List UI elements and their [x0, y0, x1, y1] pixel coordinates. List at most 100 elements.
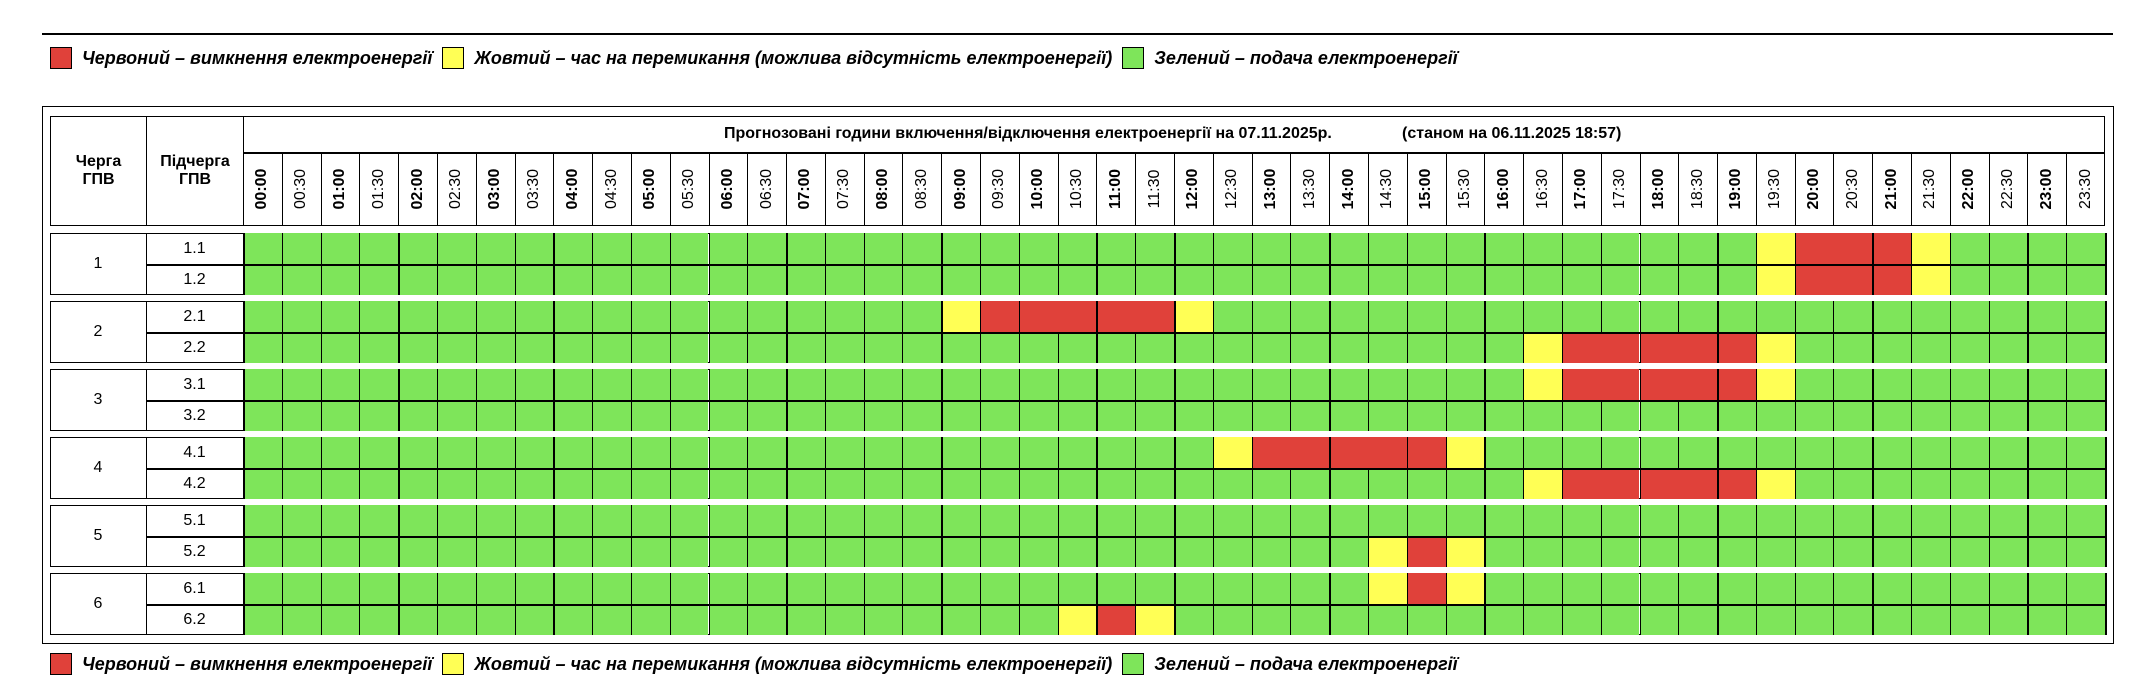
- slot-cell-on: [2027, 505, 2067, 536]
- half-hour-divider: [1600, 437, 1602, 468]
- slot-cell-on: [1329, 332, 1368, 363]
- hour-divider: [630, 573, 633, 635]
- slot-cell-on: [475, 369, 515, 400]
- slot-cell-on: [2027, 536, 2067, 567]
- half-hour-divider: [592, 505, 594, 536]
- queue-header-cell: [50, 116, 147, 226]
- time-label: 19:30: [1766, 168, 1784, 210]
- time-col-divider: [281, 152, 283, 226]
- slot-cell-on: [1949, 505, 1989, 536]
- legend-top: Червоний – вимкнення електроенергії Жовт…: [50, 46, 1468, 70]
- slot-cell-on: [1561, 301, 1601, 332]
- slot-cell-on: [2066, 604, 2105, 635]
- queue-label: 1: [50, 233, 147, 295]
- half-hour-divider: [1833, 332, 1835, 363]
- half-hour-divider: [1212, 400, 1214, 431]
- time-col-divider: [708, 152, 710, 226]
- slot-cell-on: [243, 573, 282, 604]
- half-hour-divider: [1988, 264, 1990, 295]
- slot-cell-on: [824, 264, 864, 295]
- slot-cell-on: [1988, 332, 2028, 363]
- slot-cell-on: [1367, 332, 1407, 363]
- slot-cell-on: [1678, 505, 1718, 536]
- half-hour-divider: [436, 468, 438, 499]
- hour-divider: [1174, 505, 1176, 567]
- hour-divider: [1484, 301, 1486, 363]
- half-hour-divider: [980, 505, 982, 536]
- time-label: 20:30: [1843, 168, 1861, 210]
- hour-divider: [1639, 233, 1641, 295]
- hour-divider: [708, 505, 710, 567]
- hour-divider: [1329, 437, 1331, 499]
- slot-cell-on: [553, 573, 593, 604]
- half-hour-divider: [1833, 468, 1835, 499]
- half-hour-divider: [1523, 505, 1525, 536]
- half-hour-divider: [1678, 301, 1680, 332]
- slot-cell-on: [630, 573, 670, 604]
- slot-cell-on: [1600, 264, 1640, 295]
- slot-cell-on: [1290, 369, 1330, 400]
- time-label: 06:00: [718, 168, 736, 210]
- hour-divider: [1174, 437, 1176, 499]
- slot-cell-on: [1561, 233, 1601, 264]
- slot-cell-on: [1018, 573, 1058, 604]
- legend-red: Червоний – вимкнення електроенергії: [50, 47, 432, 69]
- half-hour-divider: [980, 332, 982, 363]
- time-label: 18:30: [1688, 168, 1706, 210]
- half-hour-divider: [592, 332, 594, 363]
- time-col-divider: [2066, 152, 2068, 226]
- half-hour-divider: [824, 369, 826, 400]
- slot-cell-outage: [1367, 437, 1407, 468]
- half-hour-divider: [436, 604, 438, 635]
- slot-cell-on: [1639, 301, 1679, 332]
- slot-cell-on: [1406, 264, 1446, 295]
- slot-cell-switching: [1212, 437, 1252, 468]
- half-hour-divider: [1755, 400, 1757, 431]
- slot-cell-on: [1794, 369, 1834, 400]
- slot-cell-on: [863, 301, 903, 332]
- half-hour-divider: [1445, 505, 1447, 536]
- subqueue-header-label: Підчерга ГПВ: [146, 116, 244, 226]
- half-hour-divider: [1057, 505, 1059, 536]
- hour-divider: [1406, 505, 1409, 567]
- slot-cell-on: [630, 400, 670, 431]
- half-hour-divider: [436, 400, 438, 431]
- slot-cell-on: [2066, 369, 2105, 400]
- half-hour-divider: [1057, 573, 1059, 604]
- time-col-divider: [475, 152, 477, 226]
- half-hour-divider: [281, 301, 283, 332]
- slot-cell-on: [1794, 332, 1834, 363]
- time-col-divider: [1251, 152, 1253, 226]
- half-hour-divider: [669, 301, 671, 332]
- hour-divider: [1872, 301, 1874, 363]
- legend-red-label: Червоний – вимкнення електроенергії: [82, 47, 433, 68]
- half-hour-divider: [281, 468, 283, 499]
- slot-cell-on: [1949, 369, 1989, 400]
- slot-cell-on: [941, 468, 981, 499]
- half-hour-divider: [1057, 468, 1059, 499]
- hour-divider: [2105, 505, 2107, 567]
- slot-cell-on: [980, 573, 1019, 604]
- slot-cell-on: [475, 400, 515, 431]
- slot-cell-on: [320, 536, 360, 567]
- time-col-divider: [1212, 152, 1214, 226]
- half-hour-divider: [1911, 437, 1913, 468]
- slot-cell-on: [1174, 369, 1213, 400]
- half-hour-divider: [359, 437, 361, 468]
- slot-cell-on: [243, 233, 282, 264]
- hour-divider: [2027, 437, 2029, 499]
- half-hour-divider: [1290, 604, 1292, 635]
- slot-cell-on: [1212, 400, 1252, 431]
- slot-cell-on: [1833, 332, 1873, 363]
- half-hour-divider: [902, 437, 904, 468]
- slot-cell-on: [1988, 536, 2028, 567]
- hour-divider: [863, 369, 866, 431]
- hour-divider: [553, 437, 555, 499]
- green-swatch-icon: [1122, 653, 1145, 675]
- time-label: 01:00: [330, 168, 348, 210]
- slot-cell-on: [553, 604, 593, 635]
- hour-divider: [1018, 301, 1021, 363]
- slot-cell-on: [1251, 400, 1291, 431]
- half-hour-divider: [436, 505, 438, 536]
- slot-cell-on: [1135, 332, 1174, 363]
